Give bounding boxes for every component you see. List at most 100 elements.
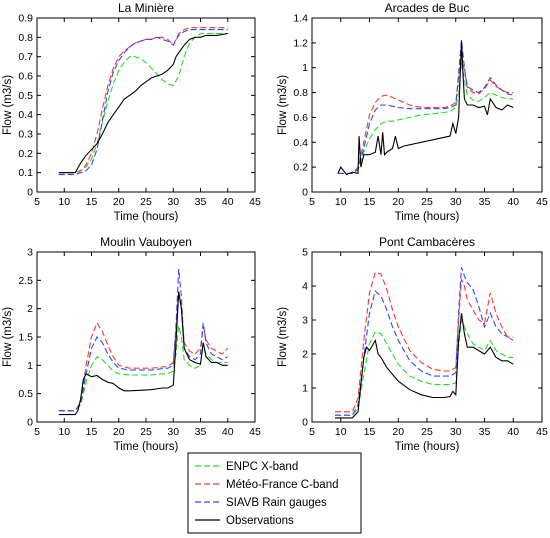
y-tick-label: 0.3	[18, 129, 33, 141]
y-tick-label: 0.1	[18, 167, 33, 179]
y-tick-label: 2	[27, 303, 33, 315]
y-tick-label: 0.5	[18, 90, 33, 102]
x-tick-label: 40	[222, 426, 234, 438]
legend-label-meteo-france: Météo-France C-band	[226, 479, 339, 491]
legend-label-observations: Observations	[226, 515, 294, 527]
y-tick-label: 2.5	[18, 275, 33, 287]
y-tick-label: 1.4	[293, 13, 308, 25]
x-tick-label: 20	[113, 196, 125, 208]
x-tick-label: 35	[195, 196, 207, 208]
chart-panel-arcades-de-buc: Arcades de Buc 5 10 15 20 25 30 35 40 45 0 0.2 0.4 0.…	[277, 1, 548, 223]
y-tick-label: 0.8	[18, 32, 33, 44]
y-tick-label: 0.9	[18, 13, 33, 25]
legend-label-siavb: SIAVB Rain gauges	[226, 497, 327, 509]
series-line-observations	[58, 32, 228, 174]
series-line-observations	[335, 313, 514, 419]
series-line-enpc-x-band	[337, 61, 514, 174]
y-tick-label: 1.2	[293, 37, 308, 49]
y-axis-label: Flow (m3/s)	[277, 75, 289, 135]
chart-title: Arcades de Buc	[385, 1, 470, 15]
x-tick-label: 10	[335, 196, 347, 208]
x-tick-label: 25	[140, 196, 152, 208]
y-tick-label: 3	[302, 315, 308, 327]
x-tick-label: 5	[34, 426, 40, 438]
x-tick-label: 15	[364, 426, 376, 438]
chart-panel-moulin-vauboyen: Moulin Vauboyen 5 10 15 20 25 30 35 40 45 0 0.5 1 1.5…	[2, 235, 261, 453]
y-tick-label: 0.2	[293, 162, 308, 174]
x-tick-label: 45	[249, 426, 261, 438]
x-tick-label: 30	[167, 196, 179, 208]
x-tick-label: 40	[507, 426, 519, 438]
x-tick-label: 15	[86, 196, 98, 208]
chart-title: La Minière	[118, 1, 174, 15]
y-tick-label: 1	[302, 62, 308, 74]
y-axis-label: Flow (m3/s)	[2, 307, 14, 367]
x-axis-label: Time (hours)	[395, 211, 460, 223]
chart-title: Pont Cambacères	[379, 235, 475, 249]
y-tick-label: 0	[27, 187, 33, 199]
y-tick-label: 0.6	[18, 71, 33, 83]
x-axis-label: Time (hours)	[114, 211, 179, 223]
x-tick-label: 45	[249, 196, 261, 208]
x-axis-label: Time (hours)	[114, 441, 179, 453]
series-line-enpc-x-band	[335, 317, 514, 416]
x-tick-label: 40	[222, 196, 234, 208]
y-tick-label: 0.4	[18, 109, 33, 121]
series-line-meteo-france-c-band	[58, 27, 228, 174]
y-tick-label: 3	[27, 247, 33, 259]
series-line-siavb-rain-gauges	[337, 40, 514, 174]
x-tick-label: 25	[140, 426, 152, 438]
x-tick-label: 30	[167, 426, 179, 438]
x-tick-label: 30	[450, 426, 462, 438]
x-tick-label: 25	[421, 426, 433, 438]
y-tick-label: 0	[302, 417, 308, 429]
legend-label-enpc: ENPC X-band	[226, 461, 298, 473]
x-tick-label: 45	[536, 196, 548, 208]
y-tick-label: 0.2	[18, 148, 33, 160]
series-line-meteo-france-c-band	[337, 55, 514, 174]
x-tick-label: 5	[309, 196, 315, 208]
x-tick-label: 5	[309, 426, 315, 438]
y-axis-label: Flow (m3/s)	[277, 307, 289, 367]
x-tick-label: 25	[421, 196, 433, 208]
series-line-siavb-rain-gauges	[58, 268, 229, 412]
series-line-siavb-rain-gauges	[58, 29, 228, 176]
x-tick-label: 40	[507, 196, 519, 208]
series-line-siavb-rain-gauges	[335, 267, 514, 416]
x-tick-label: 30	[450, 196, 462, 208]
x-tick-label: 10	[58, 196, 70, 208]
x-tick-label: 20	[392, 426, 404, 438]
y-tick-label: 1	[27, 360, 33, 372]
y-tick-label: 0	[302, 187, 308, 199]
series-line-observations	[58, 291, 228, 416]
y-tick-label: 0	[27, 417, 33, 429]
x-tick-label: 15	[86, 426, 98, 438]
x-tick-label: 10	[58, 426, 70, 438]
x-tick-label: 5	[34, 196, 40, 208]
x-tick-label: 35	[195, 426, 207, 438]
x-tick-label: 20	[392, 196, 404, 208]
x-tick-label: 15	[364, 196, 376, 208]
y-tick-label: 0.5	[18, 388, 33, 400]
series-line-observations	[337, 40, 514, 176]
series-line-meteo-france-c-band	[335, 271, 514, 413]
y-tick-label: 5	[302, 247, 308, 259]
chart-title: Moulin Vauboyen	[100, 235, 192, 249]
y-tick-label: 1.5	[18, 332, 33, 344]
y-tick-label: 1	[302, 383, 308, 395]
y-tick-label: 4	[302, 281, 308, 293]
y-tick-label: 0.7	[18, 51, 33, 63]
x-tick-label: 45	[536, 426, 548, 438]
x-tick-label: 10	[335, 426, 347, 438]
x-axis-label: Time (hours)	[395, 441, 460, 453]
y-tick-label: 0.6	[293, 112, 308, 124]
y-tick-label: 0.4	[293, 137, 308, 149]
y-axis-label: Flow (m3/s)	[2, 75, 14, 135]
x-tick-label: 20	[113, 426, 125, 438]
x-tick-label: 35	[479, 426, 491, 438]
y-tick-label: 0.8	[293, 87, 308, 99]
y-tick-label: 2	[302, 349, 308, 361]
